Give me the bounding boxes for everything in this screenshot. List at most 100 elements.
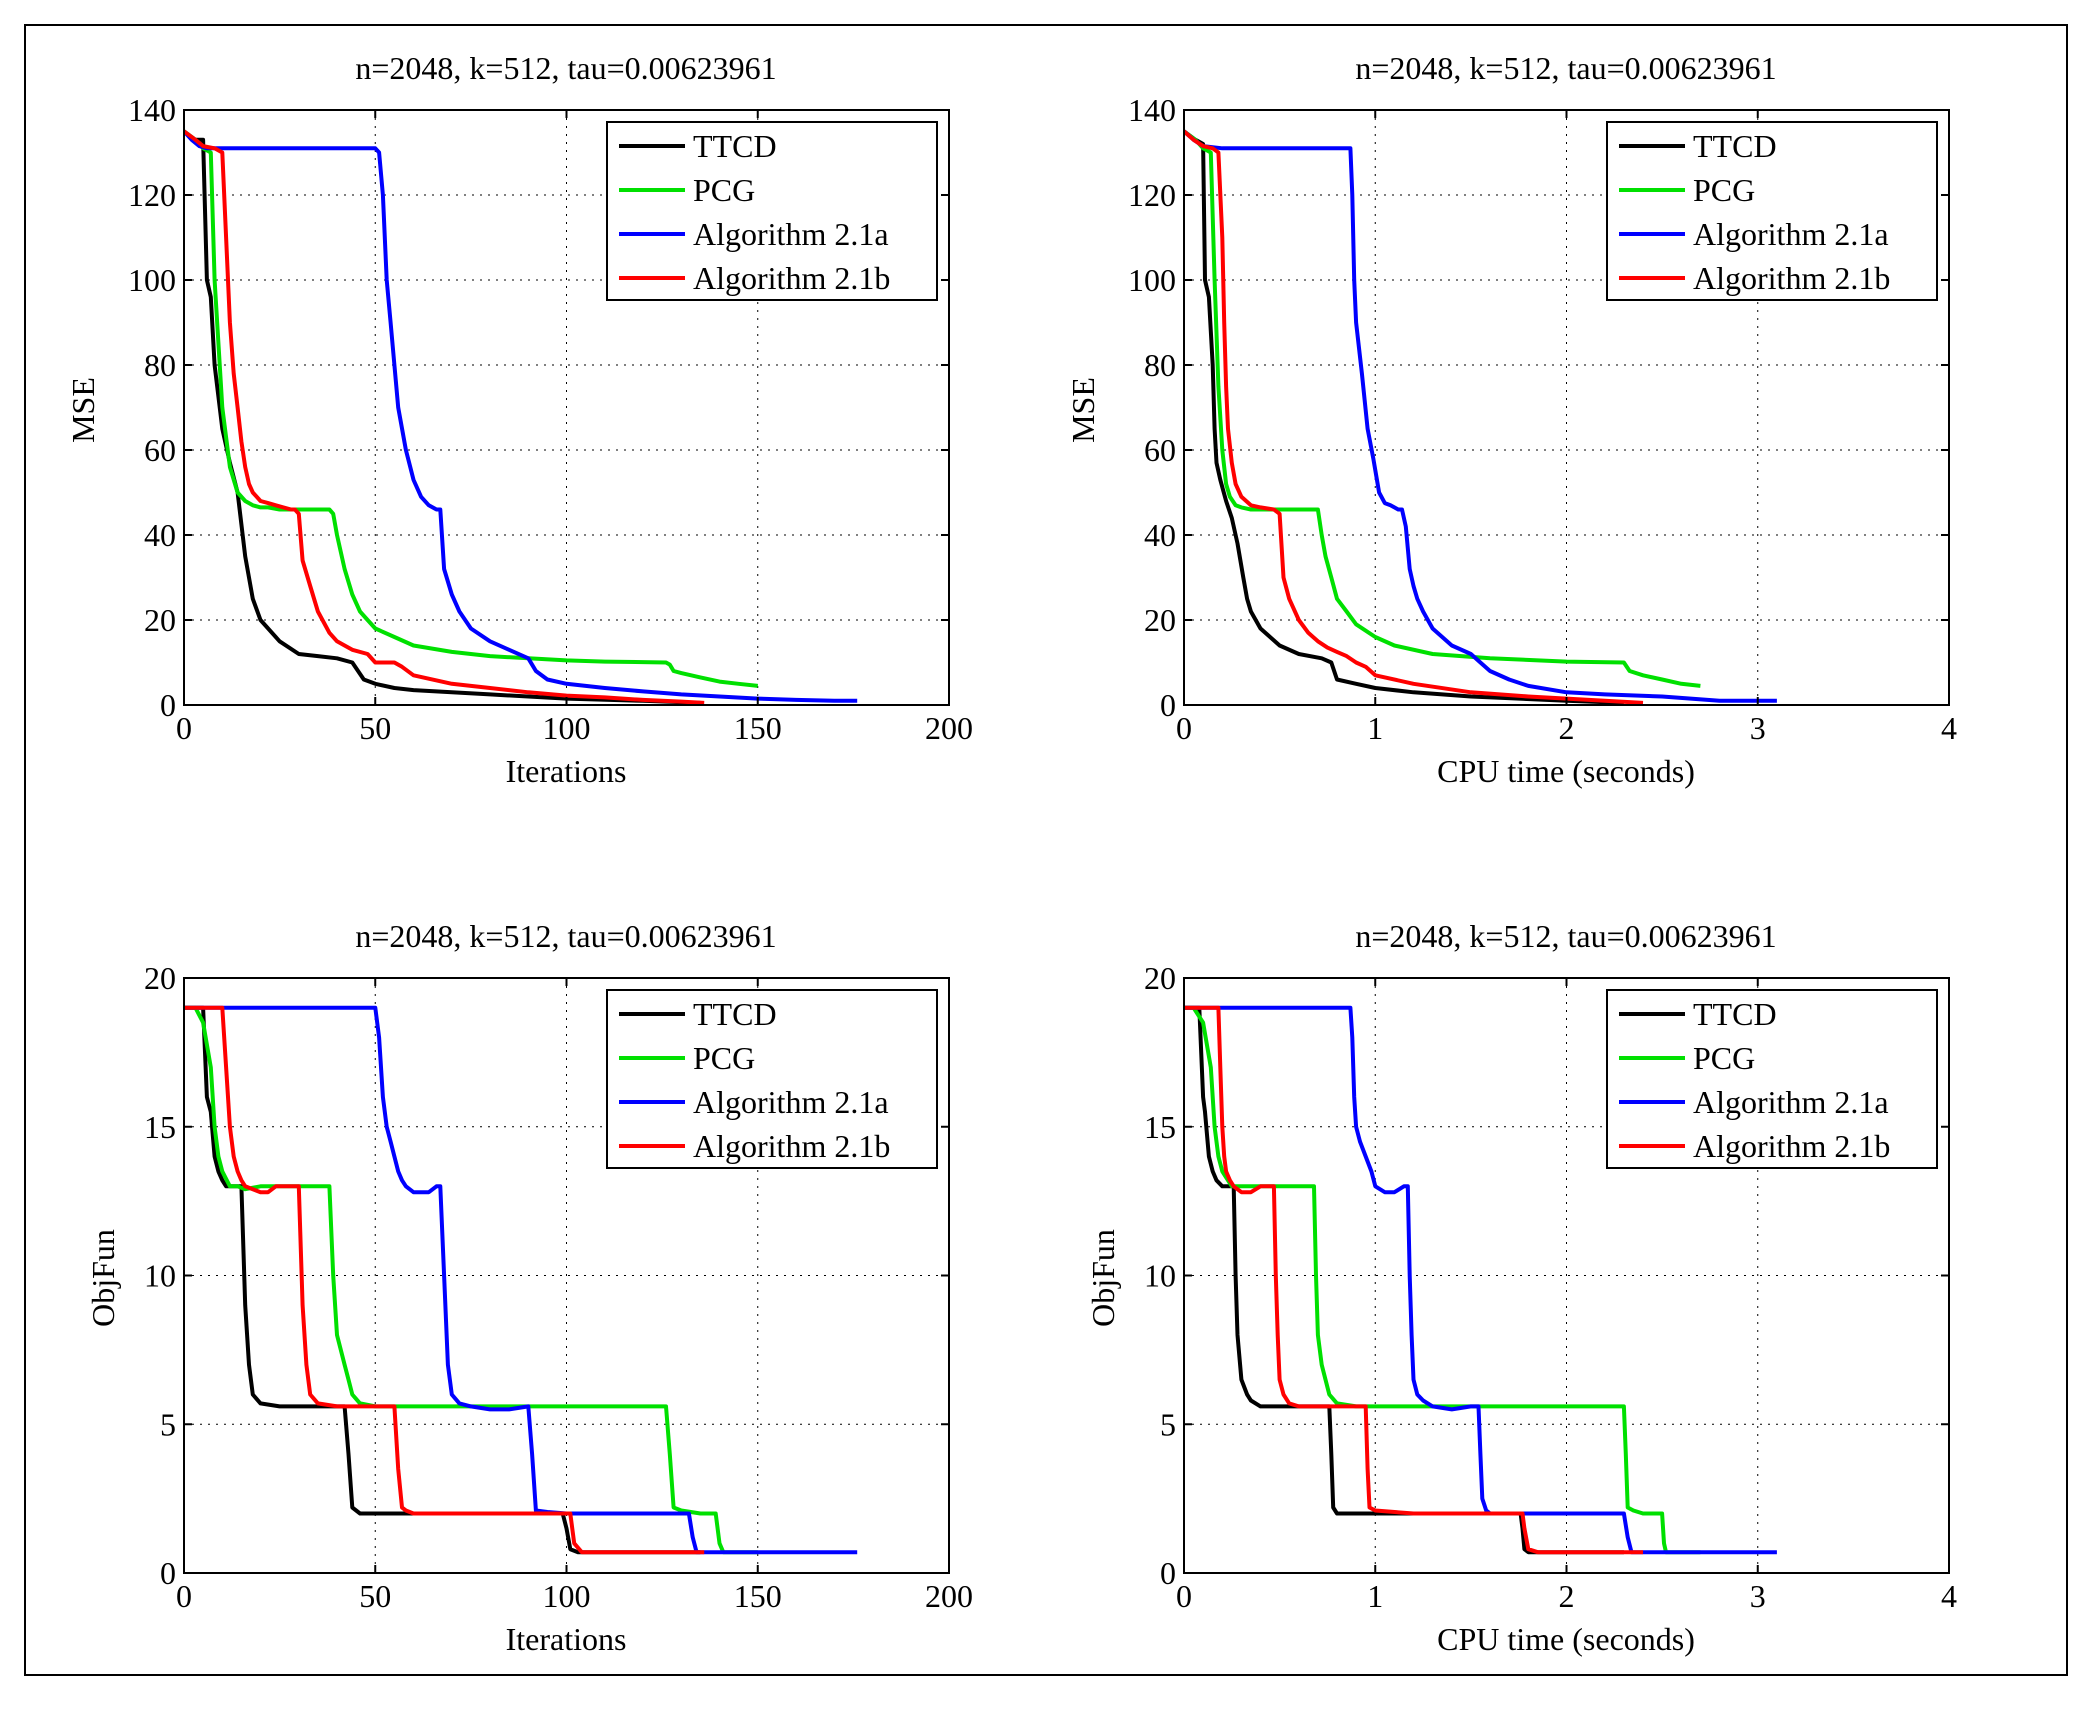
y-tick-label: 0: [1160, 687, 1176, 723]
x-tick-label: 150: [734, 710, 782, 746]
chart-title: n=2048, k=512, tau=0.00623961: [355, 918, 776, 954]
x-tick-label: 3: [1750, 710, 1766, 746]
y-tick-label: 60: [1144, 432, 1176, 468]
y-tick-label: 60: [144, 432, 176, 468]
legend-label: Algorithm 2.1b: [1693, 260, 1890, 296]
series-line-pcg: [1184, 1005, 1701, 1555]
x-tick-label: 0: [176, 1578, 192, 1614]
x-tick-label: 150: [734, 1578, 782, 1614]
series-line-algorithm-2-1b: [184, 1005, 705, 1555]
series-line-algorithm-2-1a: [1184, 1005, 1777, 1555]
x-tick-label: 1: [1367, 1578, 1383, 1614]
legend-label: Algorithm 2.1a: [1693, 1084, 1889, 1120]
x-tick-label: 0: [176, 710, 192, 746]
x-tick-label: 4: [1941, 1578, 1957, 1614]
x-tick-label: 0: [1176, 1578, 1192, 1614]
y-tick-label: 100: [1128, 262, 1176, 298]
x-tick-label: 3: [1750, 1578, 1766, 1614]
legend-label: TTCD: [1693, 128, 1777, 164]
series-line-algorithm-2-1a: [184, 1005, 858, 1555]
legend-label: Algorithm 2.1b: [1693, 1128, 1890, 1164]
y-tick-label: 140: [1128, 92, 1176, 128]
legend-box: [1606, 989, 1938, 1169]
series-line-ttcd: [184, 1005, 701, 1555]
legend-label: PCG: [1693, 1040, 1755, 1076]
y-axis-label: MSE: [1065, 377, 1101, 443]
figure-frame: [24, 24, 2068, 1676]
y-axis-label: ObjFun: [85, 1229, 121, 1327]
x-axis-label: CPU time (seconds): [1437, 753, 1695, 789]
legend-box: [1606, 121, 1938, 301]
x-axis-label: CPU time (seconds): [1437, 1621, 1695, 1657]
series-line-pcg: [184, 1005, 758, 1555]
y-tick-label: 5: [1160, 1406, 1176, 1442]
y-tick-label: 15: [1144, 1109, 1176, 1145]
y-tick-label: 20: [1144, 602, 1176, 638]
legend-label: PCG: [693, 172, 755, 208]
series-line-algorithm-2-1b: [184, 129, 705, 705]
y-tick-label: 5: [160, 1406, 176, 1442]
series-line-algorithm-2-1a: [184, 129, 858, 703]
legend-box: [606, 121, 938, 301]
legend: TTCD PCG Algorithm 2.1a Algorithm 2.1b: [1606, 121, 1938, 301]
x-tick-label: 50: [359, 1578, 391, 1614]
y-tick-label: 100: [128, 262, 176, 298]
x-axis-label: Iterations: [506, 753, 627, 789]
series-line-algorithm-2-1b: [1184, 129, 1644, 705]
x-tick-label: 2: [1559, 1578, 1575, 1614]
chart-title: n=2048, k=512, tau=0.00623961: [1355, 50, 1776, 86]
y-tick-label: 10: [1144, 1258, 1176, 1294]
x-tick-label: 2: [1559, 710, 1575, 746]
legend-box: [606, 989, 938, 1169]
x-tick-label: 100: [543, 710, 591, 746]
series-line-ttcd: [184, 129, 701, 705]
legend-label: TTCD: [693, 128, 777, 164]
y-tick-label: 120: [1128, 177, 1176, 213]
legend-label: PCG: [693, 1040, 755, 1076]
legend: TTCD PCG Algorithm 2.1a Algorithm 2.1b: [1606, 989, 1938, 1169]
y-tick-label: 0: [160, 687, 176, 723]
y-tick-label: 20: [1144, 960, 1176, 996]
x-tick-label: 50: [359, 710, 391, 746]
series-line-pcg: [184, 129, 759, 688]
y-tick-label: 140: [128, 92, 176, 128]
series-line-algorithm-2-1b: [1184, 1005, 1643, 1555]
y-axis-label: MSE: [65, 377, 101, 443]
legend-label: Algorithm 2.1b: [693, 1128, 890, 1164]
legend-label: Algorithm 2.1a: [1693, 216, 1889, 252]
legend: TTCD PCG Algorithm 2.1a Algorithm 2.1b: [606, 989, 938, 1169]
chart-mse-cpu-time: n=2048, k=512, tau=0.00623961 CPU time (…: [1065, 50, 1957, 789]
y-axis-label: ObjFun: [1085, 1229, 1121, 1327]
legend: TTCD PCG Algorithm 2.1a Algorithm 2.1b: [606, 121, 938, 301]
legend-label: PCG: [1693, 172, 1755, 208]
y-tick-label: 20: [144, 602, 176, 638]
legend-label: Algorithm 2.1a: [693, 216, 889, 252]
y-tick-label: 80: [144, 347, 176, 383]
legend-label: TTCD: [1693, 996, 1777, 1032]
x-axis-label: Iterations: [506, 1621, 627, 1657]
chart-objfun-cpu-time: n=2048, k=512, tau=0.00623961 CPU time (…: [1085, 918, 1957, 1657]
y-tick-label: 40: [1144, 517, 1176, 553]
series-line-pcg: [1184, 129, 1701, 688]
legend-label: TTCD: [693, 996, 777, 1032]
x-tick-label: 1: [1367, 710, 1383, 746]
y-tick-label: 120: [128, 177, 176, 213]
chart-mse-iterations: n=2048, k=512, tau=0.00623961 Iterations…: [65, 50, 973, 789]
x-tick-label: 200: [925, 710, 973, 746]
y-tick-label: 0: [160, 1555, 176, 1591]
x-tick-label: 0: [1176, 710, 1192, 746]
y-tick-label: 15: [144, 1109, 176, 1145]
x-tick-label: 4: [1941, 710, 1957, 746]
y-tick-label: 20: [144, 960, 176, 996]
y-tick-label: 80: [1144, 347, 1176, 383]
series-line-ttcd: [1184, 129, 1624, 705]
series-line-algorithm-2-1a: [1184, 129, 1777, 703]
y-tick-label: 10: [144, 1258, 176, 1294]
legend-label: Algorithm 2.1a: [693, 1084, 889, 1120]
legend-label: Algorithm 2.1b: [693, 260, 890, 296]
y-tick-label: 40: [144, 517, 176, 553]
y-tick-label: 0: [1160, 1555, 1176, 1591]
chart-objfun-iterations: n=2048, k=512, tau=0.00623961 Iterations…: [85, 918, 973, 1657]
chart-title: n=2048, k=512, tau=0.00623961: [355, 50, 776, 86]
